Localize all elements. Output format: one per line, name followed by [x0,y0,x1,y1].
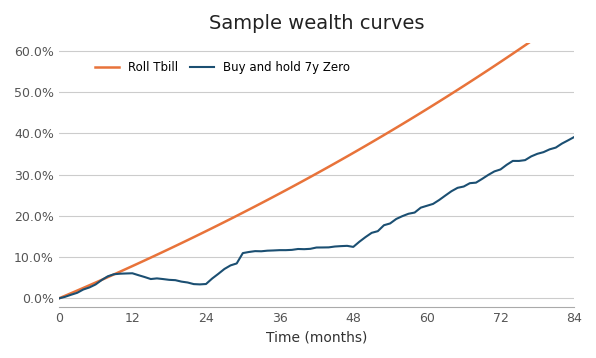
Buy and hold 7y Zero [55,296,63,301]
Roll Tbill [215,223,222,227]
Roll Tbill [233,214,240,218]
Legend: Roll Tbill, Buy and hold 7y Zero: Roll Tbill, Buy and hold 7y Zero [91,57,355,79]
Buy and hold 7y Zero [141,275,148,279]
Buy and hold 7y Zero [209,276,216,281]
Buy and hold 7y Zero [313,245,320,250]
Roll Tbill [313,171,320,176]
Roll Tbill [209,226,216,230]
Roll Tbill [540,30,547,35]
Line: Buy and hold 7y Zero: Buy and hold 7y Zero [59,137,574,299]
Buy and hold 7y Zero [540,150,547,154]
Buy and hold 7y Zero [570,135,578,139]
Title: Sample wealth curves: Sample wealth curves [209,14,424,33]
Line: Roll Tbill: Roll Tbill [59,11,574,299]
Buy and hold 7y Zero [215,272,222,276]
Buy and hold 7y Zero [233,261,240,266]
Roll Tbill [55,296,63,301]
X-axis label: Time (months): Time (months) [266,330,367,344]
Roll Tbill [141,258,148,262]
Roll Tbill [570,9,578,13]
